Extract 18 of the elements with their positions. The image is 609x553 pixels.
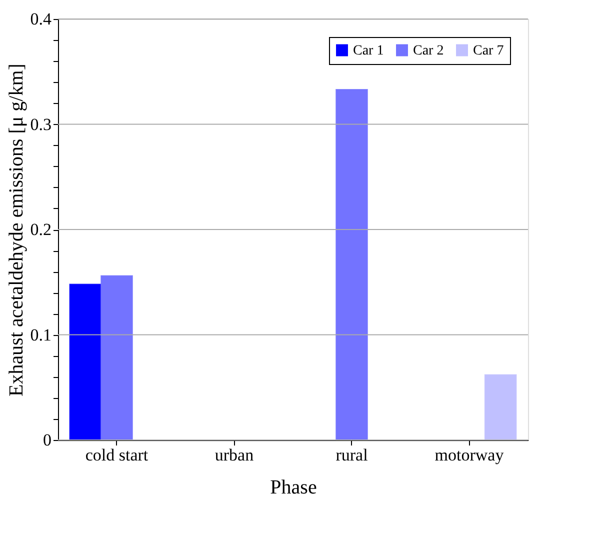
bar	[484, 374, 517, 440]
y-tick-label: 0	[43, 430, 52, 450]
legend-label: Car 7	[473, 43, 504, 58]
x-axis-title: Phase	[270, 476, 317, 498]
x-tick-label: motorway	[434, 446, 504, 464]
y-axis-title: Exhaust acetaldehyde emissions [μ g/km]	[5, 64, 28, 396]
bar	[100, 275, 133, 440]
x-tick-label: rural	[336, 446, 368, 464]
bar	[336, 89, 368, 440]
y-tick-label: 0.3	[30, 114, 52, 134]
legend-label: Car 2	[413, 43, 444, 58]
bar	[69, 284, 102, 440]
x-tick-label: urban	[214, 446, 254, 464]
y-tick-label: 0.2	[30, 220, 52, 239]
legend-label: Car 1	[353, 43, 384, 58]
x-tick-label: cold start	[85, 446, 148, 464]
y-tick-label: 0.1	[30, 325, 52, 344]
y-tick-label: 0.4	[30, 10, 52, 28]
